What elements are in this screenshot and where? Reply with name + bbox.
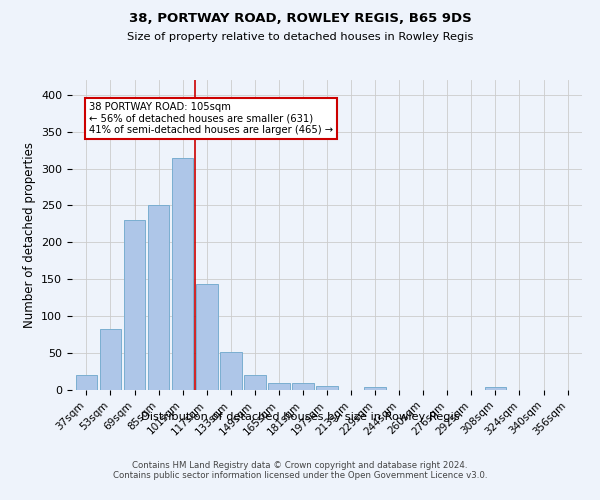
Bar — [316, 386, 338, 390]
Bar — [124, 220, 145, 390]
Text: 38, PORTWAY ROAD, ROWLEY REGIS, B65 9DS: 38, PORTWAY ROAD, ROWLEY REGIS, B65 9DS — [128, 12, 472, 26]
Bar — [100, 328, 121, 390]
Text: 38 PORTWAY ROAD: 105sqm
← 56% of detached houses are smaller (631)
41% of semi-d: 38 PORTWAY ROAD: 105sqm ← 56% of detache… — [89, 102, 334, 136]
Bar — [364, 387, 386, 390]
Bar — [292, 382, 314, 390]
Text: Size of property relative to detached houses in Rowley Regis: Size of property relative to detached ho… — [127, 32, 473, 42]
Bar — [268, 384, 290, 390]
Text: Distribution of detached houses by size in Rowley Regis: Distribution of detached houses by size … — [140, 412, 460, 422]
Bar — [76, 375, 97, 390]
Bar — [148, 206, 169, 390]
Text: Contains HM Land Registry data © Crown copyright and database right 2024.
Contai: Contains HM Land Registry data © Crown c… — [113, 460, 487, 480]
Bar — [485, 387, 506, 390]
Bar — [172, 158, 193, 390]
Bar — [196, 284, 218, 390]
Y-axis label: Number of detached properties: Number of detached properties — [23, 142, 35, 328]
Bar — [220, 352, 242, 390]
Bar — [244, 375, 266, 390]
